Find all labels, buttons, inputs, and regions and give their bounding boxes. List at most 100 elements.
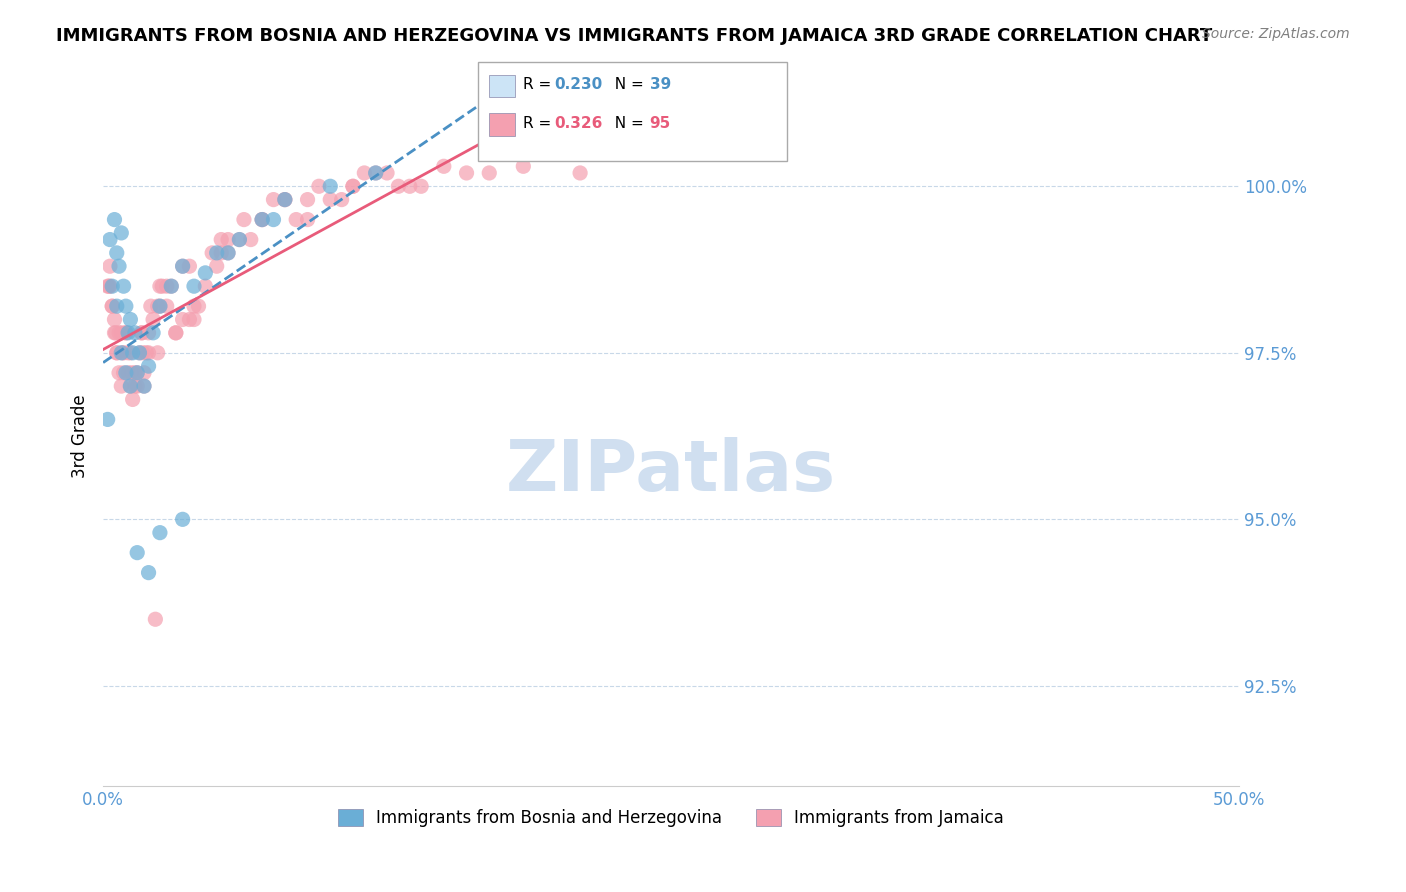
Point [217, 246, 239, 260]
Point [128, 346, 150, 360]
Point [105, 299, 128, 313]
Point [97, 279, 120, 293]
Point [97, 279, 120, 293]
Point [108, 259, 131, 273]
Point [120, 346, 142, 360]
Point [103, 312, 125, 326]
Point [150, 279, 173, 293]
Point [145, 612, 167, 626]
Point [160, 279, 183, 293]
Point [131, 326, 153, 340]
Point [105, 246, 128, 260]
Point [149, 525, 172, 540]
Point [128, 346, 150, 360]
Point [108, 326, 131, 340]
Point [98, 279, 121, 293]
Point [121, 392, 143, 407]
Point [146, 299, 169, 313]
Point [364, 166, 387, 180]
Point [342, 179, 364, 194]
Point [172, 259, 194, 273]
Point [165, 326, 187, 340]
Point [124, 379, 146, 393]
Point [120, 379, 142, 393]
Point [250, 212, 273, 227]
Point [217, 233, 239, 247]
Point [353, 166, 375, 180]
Text: N =: N = [605, 116, 648, 130]
Point [110, 226, 132, 240]
Point [138, 359, 160, 373]
Point [512, 159, 534, 173]
Y-axis label: 3rd Grade: 3rd Grade [72, 394, 89, 478]
Point [263, 212, 285, 227]
Point [179, 312, 201, 326]
Point [194, 266, 217, 280]
Point [131, 326, 153, 340]
Point [297, 193, 319, 207]
Point [263, 193, 285, 207]
Point [274, 193, 297, 207]
Point [569, 166, 592, 180]
Point [127, 366, 149, 380]
Point [250, 212, 273, 227]
Point [138, 346, 160, 360]
Point [135, 346, 157, 360]
Text: Source: ZipAtlas.com: Source: ZipAtlas.com [1202, 27, 1350, 41]
Point [308, 179, 330, 194]
Point [142, 312, 165, 326]
Point [172, 312, 194, 326]
Point [105, 346, 128, 360]
Point [239, 233, 262, 247]
Point [146, 346, 169, 360]
Point [183, 279, 205, 293]
Point [183, 312, 205, 326]
Text: 39: 39 [650, 78, 671, 92]
Text: 0.326: 0.326 [554, 116, 602, 130]
Point [112, 366, 135, 380]
Point [132, 366, 155, 380]
Text: R =: R = [523, 78, 557, 92]
Point [228, 233, 250, 247]
Point [523, 145, 546, 160]
Point [110, 326, 132, 340]
Point [132, 379, 155, 393]
Point [250, 212, 273, 227]
Point [156, 279, 179, 293]
Point [319, 193, 342, 207]
Point [342, 179, 364, 194]
Point [165, 326, 187, 340]
Point [297, 212, 319, 227]
Point [228, 233, 250, 247]
Point [110, 379, 132, 393]
Point [117, 326, 139, 340]
Point [112, 346, 135, 360]
Point [127, 546, 149, 560]
Point [183, 299, 205, 313]
Point [274, 193, 297, 207]
Point [98, 233, 121, 247]
Point [115, 299, 138, 313]
Point [112, 279, 135, 293]
Text: ZIPatlas: ZIPatlas [506, 436, 837, 506]
Point [187, 299, 209, 313]
Point [205, 246, 228, 260]
Point [104, 326, 127, 340]
Point [121, 366, 143, 380]
Point [205, 259, 228, 273]
Point [103, 212, 125, 227]
Point [172, 512, 194, 526]
Point [142, 326, 165, 340]
Point [398, 179, 420, 194]
Point [132, 379, 155, 393]
Point [319, 179, 342, 194]
Point [160, 279, 183, 293]
Point [411, 179, 433, 194]
Point [172, 259, 194, 273]
Point [98, 259, 121, 273]
Point [433, 159, 456, 173]
Point [115, 326, 138, 340]
Point [108, 366, 131, 380]
Point [209, 233, 232, 247]
Point [127, 379, 149, 393]
